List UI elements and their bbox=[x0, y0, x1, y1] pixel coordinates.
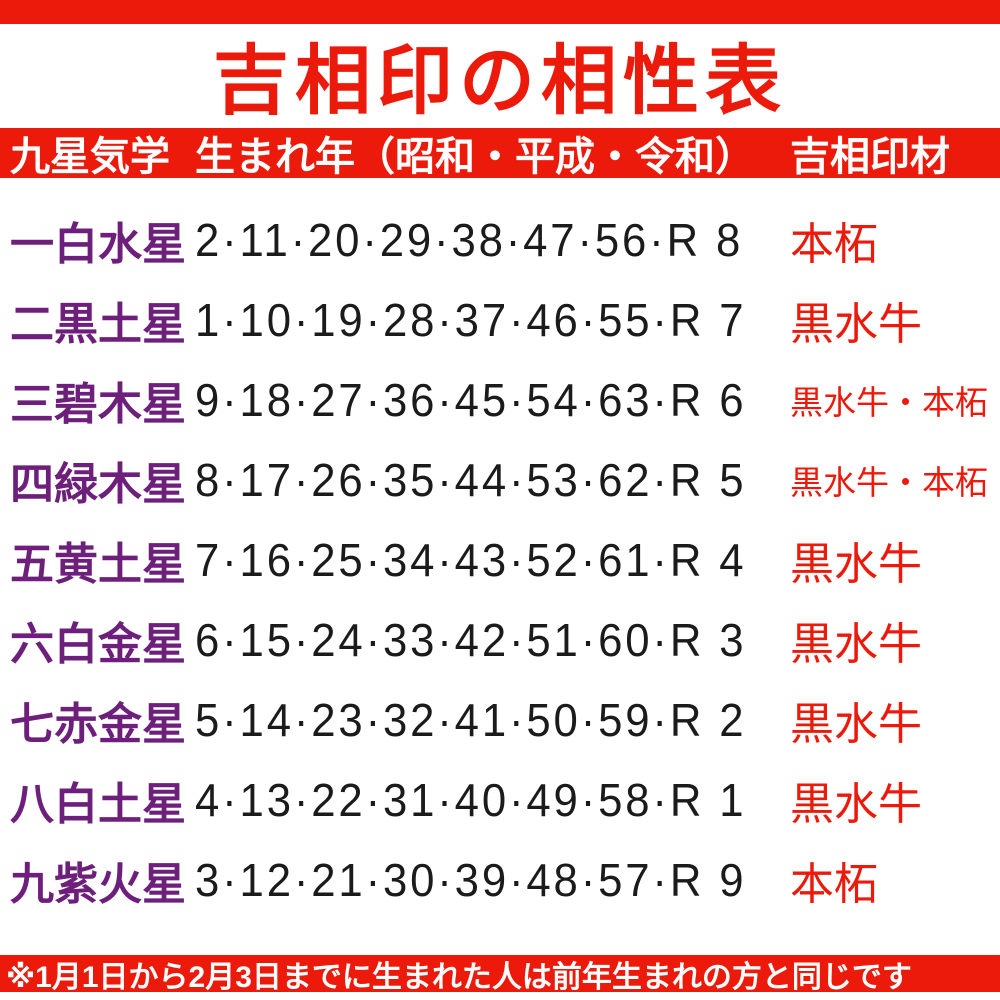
top-red-bar bbox=[0, 0, 1000, 24]
table-row: 二黒土星 1·10·19·28·37·46·55·R 7 黒水牛 bbox=[0, 280, 1000, 360]
seal-material: 黒水牛 bbox=[790, 780, 922, 829]
star-name: 一白水星 bbox=[10, 220, 186, 269]
star-name: 三碧木星 bbox=[10, 380, 186, 429]
seal-material: 黒水牛 bbox=[790, 540, 922, 589]
table-row: 四緑木星 8·17·26·35·44·53·62·R 5 黒水牛・本柘 bbox=[0, 440, 1000, 520]
star-name: 二黒土星 bbox=[10, 300, 186, 349]
table-body: 一白水星 2·11·20·29·38·47·56·R 8 本柘 二黒土星 1·1… bbox=[0, 178, 1000, 920]
birth-years: 3·12·21·30·39·48·57·R 9 bbox=[195, 854, 747, 906]
footnote-band: ※1月1日から2月3日までに生まれた人は前年生まれの方と同じです bbox=[0, 955, 1000, 994]
table-row: 一白水星 2·11·20·29·38·47·56·R 8 本柘 bbox=[0, 200, 1000, 280]
star-name: 四緑木星 bbox=[10, 460, 186, 509]
star-name: 九紫火星 bbox=[10, 860, 186, 909]
table-header-row: 九星気学 生まれ年（昭和・平成・令和） 吉相印材 bbox=[0, 128, 1000, 179]
page-title: 吉相印の相性表 bbox=[213, 39, 787, 124]
seal-material: 黒水牛 bbox=[790, 300, 922, 349]
star-name: 七赤金星 bbox=[10, 700, 186, 749]
seal-material: 黒水牛 bbox=[790, 700, 922, 749]
seal-material: 黒水牛 bbox=[790, 620, 922, 669]
star-name: 八白土星 bbox=[10, 780, 186, 829]
table-row: 九紫火星 3·12·21·30·39·48·57·R 9 本柘 bbox=[0, 840, 1000, 920]
table-row: 五黄土星 7·16·25·34·43·52·61·R 4 黒水牛 bbox=[0, 520, 1000, 600]
seal-material: 黒水牛・本柘 bbox=[790, 464, 988, 501]
birth-years: 9·18·27·36·45·54·63·R 6 bbox=[195, 374, 747, 426]
birth-years: 7·16·25·34·43·52·61·R 4 bbox=[195, 534, 747, 586]
header-seal-material: 吉相印材 bbox=[790, 135, 950, 179]
table-row: 六白金星 6·15·24·33·42·51·60·R 3 黒水牛 bbox=[0, 600, 1000, 680]
seal-material: 本柘 bbox=[790, 220, 878, 269]
footnote-text: ※1月1日から2月3日までに生まれた人は前年生まれの方と同じです bbox=[6, 960, 912, 994]
table-row: 三碧木星 9·18·27·36·45·54·63·R 6 黒水牛・本柘 bbox=[0, 360, 1000, 440]
birth-years: 2·11·20·29·38·47·56·R 8 bbox=[195, 214, 744, 266]
birth-years: 4·13·22·31·40·49·58·R 1 bbox=[195, 774, 747, 826]
star-name: 六白金星 bbox=[10, 620, 186, 669]
table-row: 七赤金星 5·14·23·32·41·50·59·R 2 黒水牛 bbox=[0, 680, 1000, 760]
header-birth-year: 生まれ年（昭和・平成・令和） bbox=[195, 135, 755, 179]
seal-material: 黒水牛・本柘 bbox=[790, 384, 988, 421]
header-nine-star-ki: 九星気学 bbox=[10, 135, 170, 179]
seal-material: 本柘 bbox=[790, 860, 878, 909]
birth-years: 6·15·24·33·42·51·60·R 3 bbox=[195, 614, 747, 666]
birth-years: 5·14·23·32·41·50·59·R 2 bbox=[195, 694, 747, 746]
table-row: 八白土星 4·13·22·31·40·49·58·R 1 黒水牛 bbox=[0, 760, 1000, 840]
star-name: 五黄土星 bbox=[10, 540, 186, 589]
birth-years: 8·17·26·35·44·53·62·R 5 bbox=[195, 454, 747, 506]
birth-years: 1·10·19·28·37·46·55·R 7 bbox=[195, 294, 747, 346]
